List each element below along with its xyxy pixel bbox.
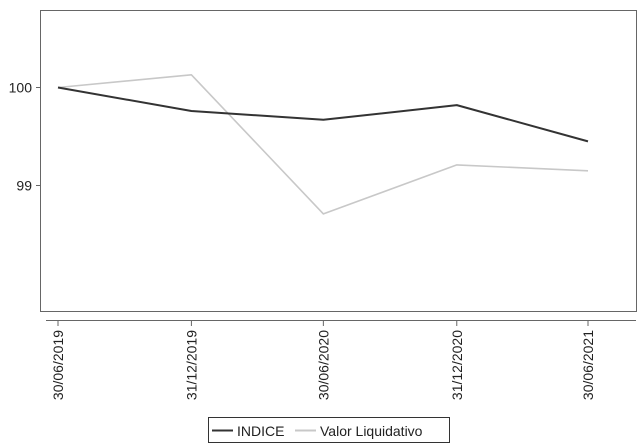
- series-line-indice: [57, 86, 589, 143]
- legend-label-valor-liquidativo: Valor Liquidativo: [320, 423, 423, 439]
- x-tick-label-0: 30/06/2019: [50, 330, 66, 400]
- y-tick-label-99: 99: [16, 178, 32, 194]
- x-tick-label-2: 30/06/2020: [315, 330, 331, 400]
- legend: INDICE Valor Liquidativo: [208, 417, 450, 443]
- y-tick-label-100: 100: [9, 80, 33, 96]
- series-line-valor-liquidativo: [57, 74, 589, 215]
- x-axis: 30/06/2019 31/12/2019 30/06/2020 31/12/2020…: [46, 320, 636, 400]
- y-axis: 99 100: [9, 80, 40, 194]
- legend-label-indice: INDICE: [237, 423, 284, 439]
- x-tick-label-3: 31/12/2020: [449, 330, 465, 400]
- legend-box: [208, 417, 450, 443]
- series-layer: [57, 74, 589, 215]
- x-tick-label-1: 31/12/2019: [183, 330, 199, 400]
- x-tick-label-4: 30/06/2021: [580, 330, 596, 400]
- plot-frame: [40, 10, 637, 312]
